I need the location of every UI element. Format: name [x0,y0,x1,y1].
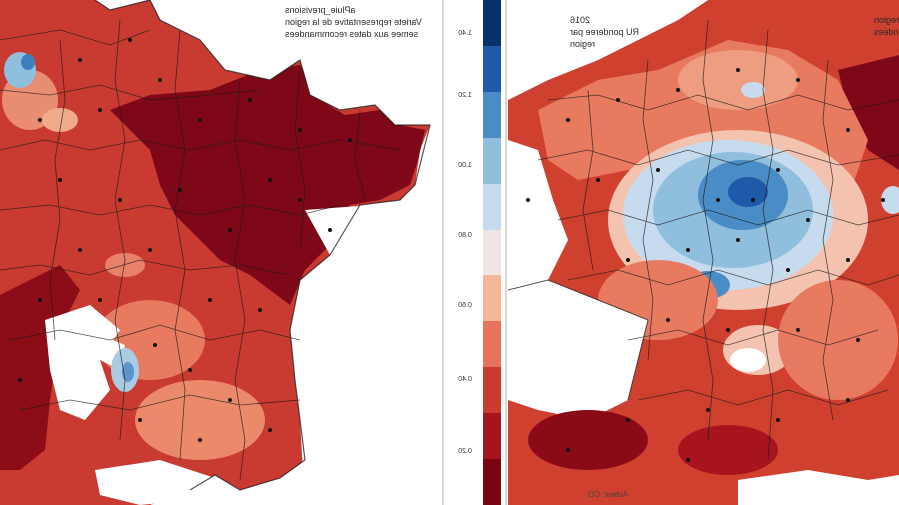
left-caption-line-2: Variete representative de la region [285,17,422,27]
right-map-source: Auteur: CO [588,490,629,499]
right-caption-line-2: RU ponderee par [570,27,640,37]
right-map-panel: 2016 RU ponderee par region region ndees… [508,0,899,505]
colorbar-segment [483,275,501,322]
left-caption-line-3: semee aux dates recommandees [285,29,419,39]
tick-label: 1.00 [458,162,472,169]
right-edge-line-2: ndees [873,27,899,37]
colorbar-segment [483,229,501,276]
colorbar-segment [483,321,501,368]
left-choropleth-map [0,0,440,505]
tick-label: 1.20 [458,92,472,99]
right-map-caption-edge: region ndees [874,14,899,38]
tick-label: 0.80 [458,232,472,239]
panel-divider [442,0,444,505]
colorbar-segment [483,91,501,139]
colorbar-segment [483,137,501,185]
right-edge-line-1: region [873,15,899,25]
colorbar-segment [483,0,501,47]
tick-label: 1.40 [458,30,472,37]
right-caption-line-1: 2016 [570,15,591,25]
colorbar-segment [483,367,501,414]
tick-label: 0.20 [458,448,472,455]
colorbar-segment [483,45,501,93]
panel-divider [505,0,507,505]
left-map-panel: aPluie_previsions Variete representative… [0,0,440,505]
tick-label: 0.60 [458,302,472,309]
colorbar-segment [483,183,501,231]
right-caption-line-3: region [570,39,596,49]
left-caption-line-1: aPluie_previsions [285,5,356,15]
left-map-caption: aPluie_previsions Variete representative… [285,4,422,40]
right-map-caption: 2016 RU ponderee par region [570,14,639,50]
tick-label: 0.40 [458,376,472,383]
colorbar-segment [483,459,501,505]
legend-colorbar [483,0,501,505]
right-choropleth-map [508,0,899,505]
colorbar-segment [483,413,501,460]
